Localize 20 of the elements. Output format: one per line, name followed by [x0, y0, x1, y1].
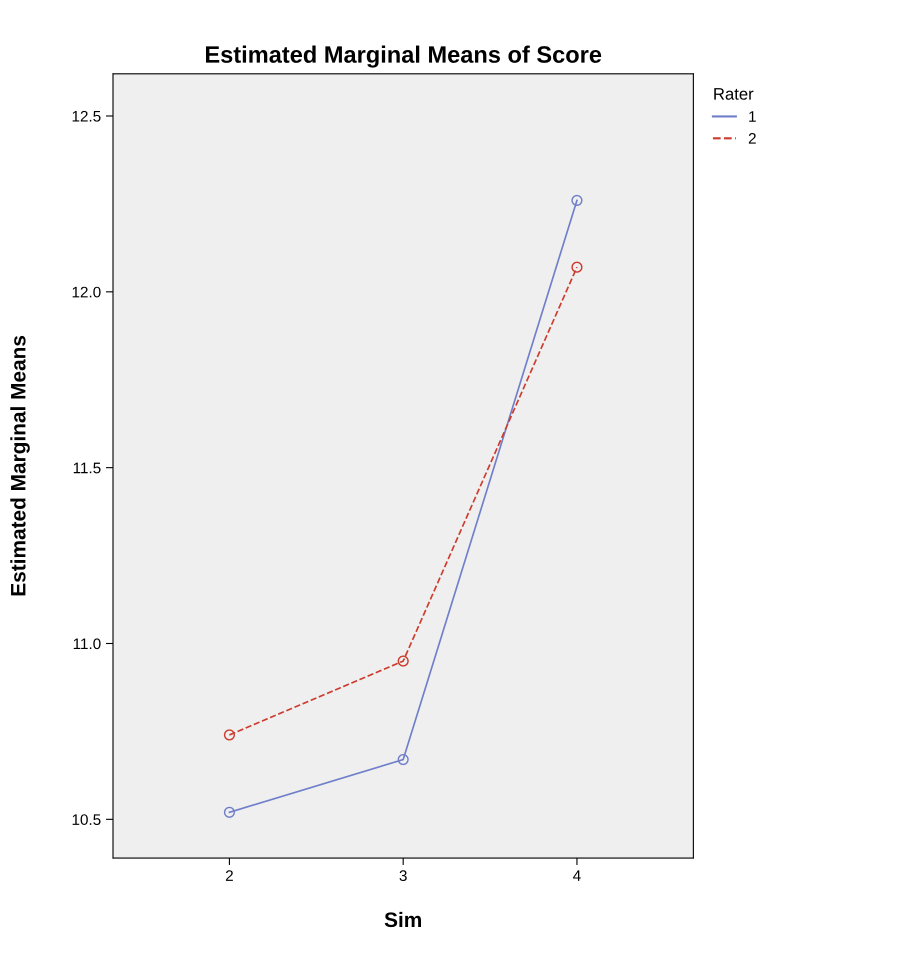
y-tick-label: 11.0: [74, 638, 101, 650]
x-axis-title: Sim: [384, 912, 421, 928]
x-tick-label: 3: [400, 870, 407, 882]
y-tick-label: 12.5: [72, 110, 101, 122]
point: [571, 194, 583, 206]
y-tick-label: 12.0: [72, 286, 101, 298]
y-tick-label: 10.5: [72, 814, 101, 826]
point: [571, 262, 583, 273]
legend-label: 1: [749, 111, 756, 122]
point: [398, 656, 409, 667]
point: [398, 754, 409, 766]
chart-title: Estimated Marginal Means of Score: [206, 46, 602, 68]
legend-title: Rater: [714, 88, 754, 100]
legend-label: 2: [748, 132, 756, 144]
x-tick-label: 4: [573, 870, 581, 881]
point: [224, 806, 235, 818]
x-tick-label: 2: [226, 870, 233, 881]
y-tick-label: 11.5: [74, 462, 101, 474]
point: [224, 729, 235, 740]
y-axis-title: Estimated Marginal Means: [10, 336, 30, 596]
